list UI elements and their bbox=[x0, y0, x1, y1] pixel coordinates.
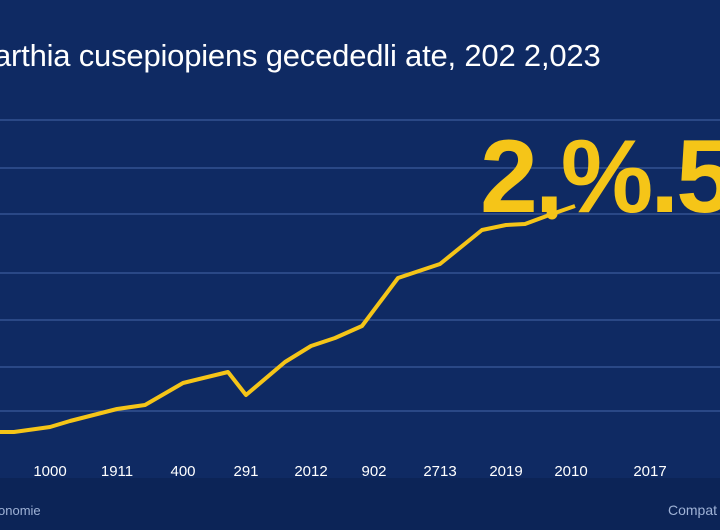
callout-value: 2.%.5 bbox=[480, 119, 720, 235]
grid-lines bbox=[0, 119, 720, 412]
x-tick-label: 1911 bbox=[101, 463, 133, 480]
line-end-marker bbox=[546, 208, 558, 220]
footer-credit: Compat bbox=[668, 502, 718, 518]
x-tick-label: 291 bbox=[233, 463, 258, 480]
x-tick-label: 902 bbox=[361, 463, 386, 480]
footer-band bbox=[0, 478, 720, 530]
data-line-layer bbox=[0, 204, 576, 434]
x-tick-label: 2019 bbox=[489, 463, 522, 480]
chart-title: arthia cusepiopiens gecededli ate, 202 2… bbox=[0, 38, 601, 73]
series-line bbox=[0, 204, 576, 434]
x-tick-label: 2012 bbox=[294, 463, 327, 480]
x-tick-label: 2010 bbox=[554, 463, 587, 480]
x-tick-label: 2017 bbox=[633, 463, 666, 480]
x-tick-labels: 1000 1911 400 291 2012 902 2713 2019 2010 2017 bbox=[33, 463, 666, 480]
footer-source: onomie bbox=[0, 503, 41, 518]
x-tick-label: 2713 bbox=[423, 463, 456, 480]
x-tick-label: 1000 bbox=[33, 463, 66, 480]
x-tick-label: 400 bbox=[170, 463, 195, 480]
